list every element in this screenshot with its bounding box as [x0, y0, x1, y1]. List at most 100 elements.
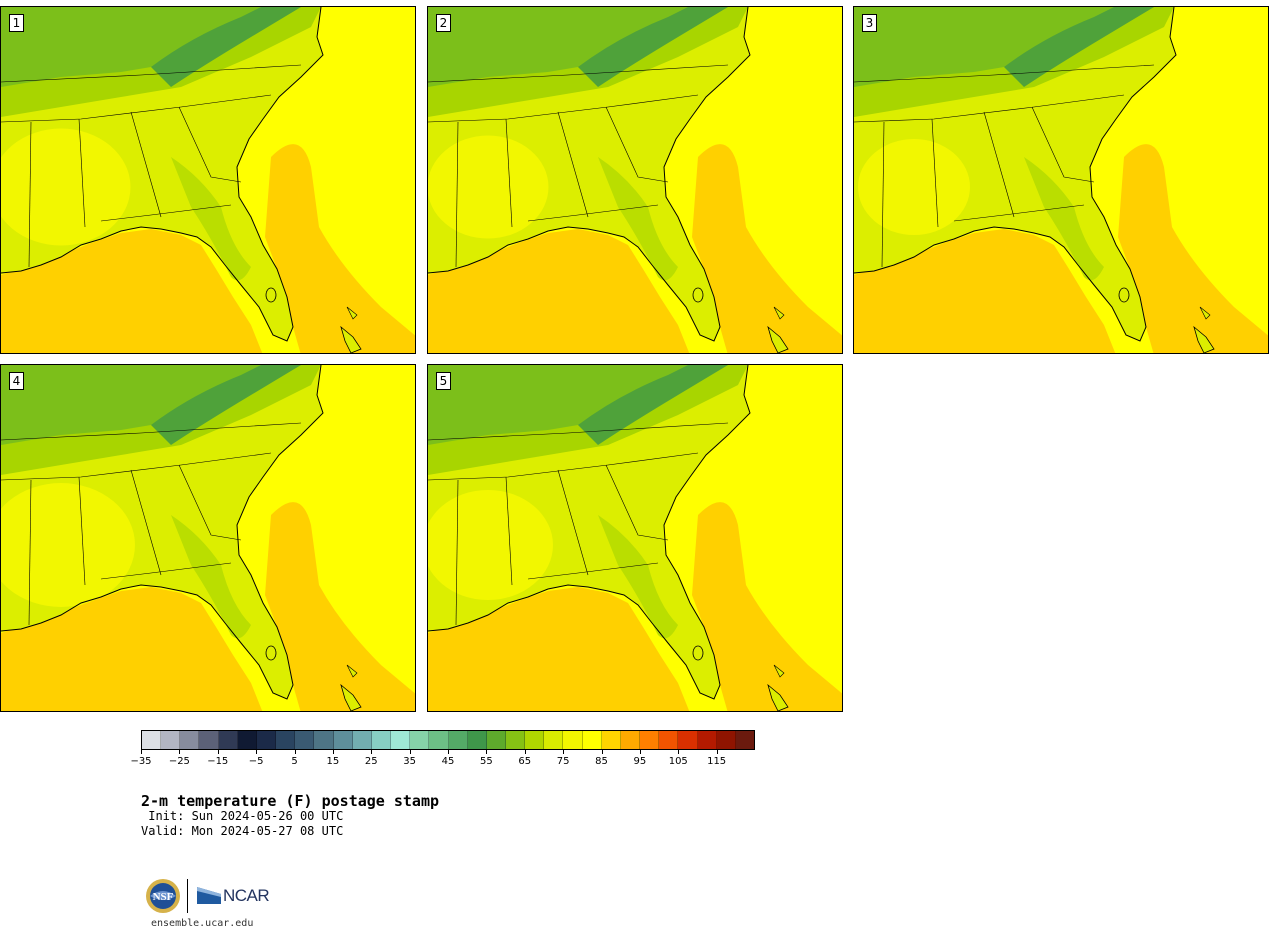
ensemble-member-panel-2: 2 [427, 6, 843, 354]
bahamas-island [340, 325, 362, 353]
colorbar-tick [448, 750, 449, 754]
state-boundary [1031, 106, 1095, 183]
sponsor-logos: NSF NCAR [145, 878, 275, 918]
init-time: Init: Sun 2024-05-26 00 UTC [141, 809, 344, 823]
state-boundary [78, 476, 86, 586]
colorbar-swatch [640, 731, 660, 749]
colorbar-swatch [505, 731, 526, 749]
panel-number: 1 [9, 14, 24, 32]
state-boundary [100, 562, 232, 580]
state-boundary [130, 111, 162, 218]
state-boundary [557, 469, 589, 576]
colorbar-tick-label: 5 [291, 756, 298, 767]
colorbar-swatch [295, 731, 315, 749]
logo-divider [187, 879, 188, 913]
colorbar-tick [217, 750, 219, 754]
panel-number: 5 [436, 372, 451, 390]
colorbar-tick [486, 750, 488, 754]
colorbar-tick-label: 95 [633, 756, 647, 767]
colorbar-swatch [218, 731, 238, 749]
land-warm-region [428, 135, 549, 239]
colorbar-tick-label: −25 [168, 756, 190, 767]
website-link[interactable]: ensemble.ucar.edu [151, 918, 254, 929]
state-boundary [455, 479, 459, 626]
colorbar-swatch [142, 731, 162, 749]
colorbar-tick-label: 85 [595, 756, 608, 767]
figure-title: 2-m temperature (F) postage stamp [141, 792, 440, 810]
colorbar-swatch [735, 731, 754, 749]
colorbar-tick [141, 750, 142, 754]
coastline [428, 365, 751, 700]
warm-ocean-80-85F [265, 144, 415, 353]
colorbar-tick-label: 45 [441, 756, 455, 767]
colorbar-swatch [429, 731, 449, 749]
bahamas-island [767, 683, 789, 711]
coastline [428, 7, 751, 342]
temperature-map [854, 7, 1268, 353]
colorbar-tick [256, 750, 258, 754]
svg-text:NSF: NSF [153, 891, 174, 903]
land-warm-region [428, 490, 553, 600]
colorbar-tick [563, 750, 565, 754]
appalachian-cool-ridge [151, 7, 301, 87]
state-boundary [605, 106, 669, 183]
colorbar-swatch [601, 731, 621, 749]
colorbar-tick [716, 750, 718, 754]
temperature-map [428, 7, 842, 353]
temperature-map [428, 365, 842, 711]
state-boundary [881, 121, 885, 268]
colorbar-tick-label: −5 [248, 756, 264, 767]
state-boundary [983, 111, 1015, 218]
warm-ocean-80-85F [692, 144, 842, 353]
colorbar-tick [524, 750, 526, 754]
colorbar-swatch [391, 731, 411, 749]
state-boundary [931, 118, 939, 228]
colorbar-tick-label: 75 [556, 756, 570, 767]
bahamas-island [767, 325, 789, 353]
gulf-80-85F [1, 229, 263, 353]
colorbar-tick [371, 750, 373, 754]
appalachian-cool-ridge [578, 365, 728, 445]
warm-ocean-80-85F [1118, 144, 1268, 353]
florida-georgia-band [598, 157, 678, 281]
temperature-map [1, 365, 415, 711]
colorbar-swatch [659, 731, 679, 749]
state-boundary [428, 422, 729, 441]
lake-okeechobee [692, 645, 704, 661]
colorbar-swatch [716, 731, 736, 749]
state-boundary [1, 422, 302, 441]
lake-okeechobee [265, 287, 277, 303]
coastline [1, 7, 324, 342]
colorbar-swatch [697, 731, 717, 749]
state-boundary [527, 562, 659, 580]
colorbar-tick-label: 35 [403, 756, 416, 767]
ensemble-member-panel-5: 5 [427, 364, 843, 712]
colorbar-tick [639, 750, 641, 754]
colorbar-tick [179, 750, 181, 754]
state-boundary [178, 106, 242, 183]
state-boundary [505, 476, 513, 586]
ncar-logo [197, 887, 221, 904]
colorbar-swatch [544, 731, 564, 749]
colorbar-tick-label: −15 [207, 756, 229, 767]
state-boundary [178, 464, 242, 541]
colorbar-swatch [582, 731, 602, 749]
colorbar-swatch [448, 731, 468, 749]
state-boundary [130, 469, 162, 576]
colorbar-swatch [180, 731, 200, 749]
colorbar-swatch [410, 731, 430, 749]
bahamas-island [346, 306, 358, 320]
colorbar-swatch [352, 731, 372, 749]
land-warm-region [1, 128, 131, 246]
state-boundary [605, 464, 669, 541]
panel-number: 2 [436, 14, 451, 32]
florida-georgia-band [1024, 157, 1104, 281]
colorbar-swatch [276, 731, 296, 749]
state-boundary [557, 111, 589, 218]
state-boundary [28, 121, 32, 268]
colorbar-swatch [256, 731, 277, 749]
florida-georgia-band [171, 157, 251, 281]
nsf-logo: NSF [146, 879, 180, 913]
warm-ocean-80-85F [265, 502, 415, 711]
bahamas-island [346, 664, 358, 678]
